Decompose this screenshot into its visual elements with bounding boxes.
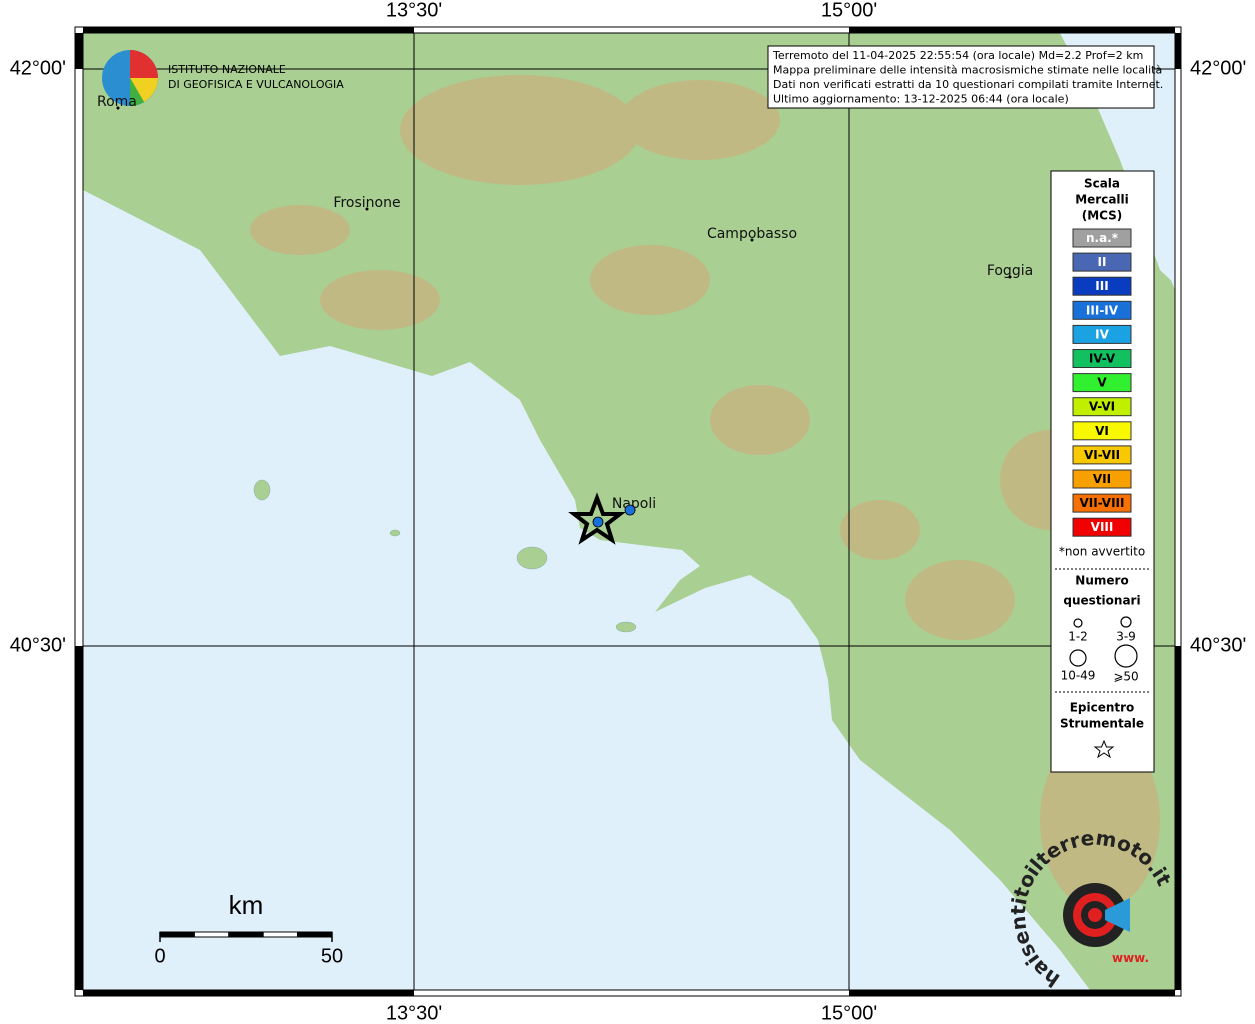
scale-segment [262,931,299,938]
intensity-label: III-IV [1086,303,1119,317]
info-line: Terremoto del 11-04-2025 22:55:54 (ora l… [772,49,1143,62]
graticule-labels: 13°30' 13°30' 15°00' 15°00' 42°00' 42°00' 40°3… [10,0,1247,1024]
scale-unit: km [229,890,264,920]
logo-text: ISTITUTO NAZIONALE [168,63,286,76]
city-label: Roma [97,94,137,110]
scale-segment [297,931,333,938]
intensity-point [592,516,604,528]
info-line: Ultimo aggiornamento: 13-12-2025 06:44 (… [773,93,1069,106]
intensity-swatch [1072,421,1132,441]
legend-title: Epicentro [1070,701,1135,715]
lon-label: 13°30' [386,0,442,21]
intensity-label: VI [1095,424,1109,438]
lat-label: 42°00' [10,57,66,79]
scale-bar: km 0 50 [154,890,343,967]
intensity-label: V [1097,376,1107,390]
legend-title: Scala [1084,177,1120,191]
intensity-swatch [1072,300,1132,320]
legend-note: *non avvertito [1059,545,1145,559]
intensity-swatch [1072,469,1132,489]
city-dot [365,207,369,211]
intensity-label: II [1098,255,1107,269]
count-label: 1-2 [1068,630,1088,644]
islands [253,479,637,633]
intensity-label: III [1095,279,1108,293]
count-symbol [1120,616,1132,628]
city-label: Campobasso [707,226,797,242]
epicenter-symbol [1093,739,1115,759]
map-frame [74,26,1182,997]
intensity-label: VI-VII [1084,448,1120,462]
intensity-label: VII-VIII [1079,496,1124,510]
city-label: Frosinone [333,195,400,211]
legend: ScalaMercalli(MCS)n.a.*IIIIIIII-IVIVIV-V… [1050,170,1155,773]
info-box: Terremoto del 11-04-2025 22:55:54 (ora l… [767,45,1163,109]
info-line: Mappa preliminare delle intensità macros… [773,64,1162,77]
city-label: Foggia [987,263,1033,279]
lat-label: 40°30' [10,634,66,656]
count-symbol [1114,644,1138,668]
intensity-swatch [1072,517,1132,537]
legend-title: (MCS) [1082,209,1123,223]
lon-label: 15°00' [821,0,877,21]
city-dot [1008,275,1012,279]
intensity-swatch [1072,373,1132,393]
lat-label: 40°30' [1190,634,1246,656]
intensity-label: V-VI [1089,400,1115,414]
intensity-swatch [1072,276,1132,296]
count-symbol [1073,618,1083,628]
legend-title: Mercalli [1075,193,1129,207]
intensity-swatch [1072,349,1132,368]
intensity-label: VII [1093,472,1111,486]
intensity-swatch [1072,445,1132,465]
cities: Roma Frosinone Campobasso Foggia Napoli [97,94,1033,512]
count-symbol [1069,649,1087,667]
scale-label: 0 [154,945,165,967]
city-dot [116,106,120,110]
intensity-label: IV-V [1089,352,1116,366]
lon-label: 13°30' [386,1002,442,1024]
scale-label: 50 [321,945,343,967]
intensity-label: IV [1095,327,1109,341]
info-line: Dati non verificati estratti da 10 quest… [773,78,1163,91]
logo-text: DI GEOFISICA E VULCANOLOGIA [168,78,344,91]
lon-label: 15°00' [821,1002,877,1024]
intensity-swatch [1072,493,1132,513]
intensity-swatch [1072,252,1132,272]
scale-segment [159,931,195,938]
mountains [250,75,1160,910]
observations [568,492,636,545]
logo: ISTITUTO NAZIONALE DI GEOFISICA E VULCAN… [102,50,344,106]
city-label: Napoli [612,496,656,512]
lat-label: 42°00' [1190,57,1246,79]
intensity-label: n.a.* [1086,231,1119,245]
intensity-swatch [1072,228,1132,248]
epicenter [568,492,626,545]
scale-segment [228,931,264,938]
count-label: ⩾50 [1113,670,1138,684]
intensity-swatch [1072,324,1132,344]
legend-title: questionari [1063,594,1140,608]
count-label: 10-49 [1061,669,1096,683]
intensity-label: VIII [1091,520,1114,534]
intensity-swatch [1072,397,1132,417]
count-label: 3-9 [1116,630,1136,644]
intensity-point [624,504,636,516]
city-dot [750,238,754,242]
legend-title: Numero [1075,574,1128,588]
legend-title: Strumentale [1060,717,1144,731]
watermark-www: www. [1112,951,1149,965]
scale-segment [193,931,230,938]
